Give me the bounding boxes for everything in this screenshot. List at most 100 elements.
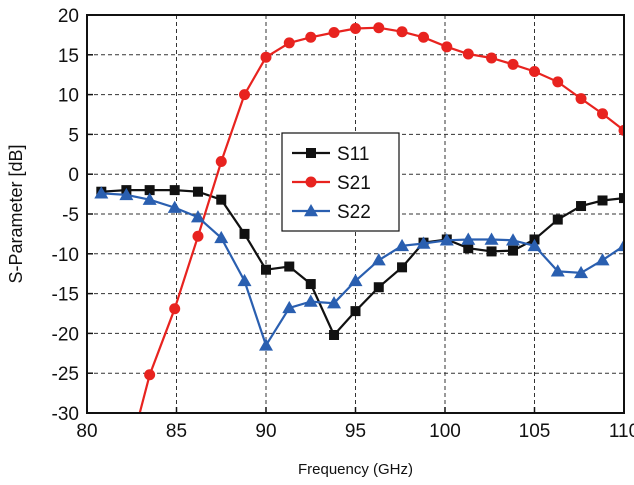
legend-item-s11: S11 xyxy=(292,144,369,165)
data-point-s11 xyxy=(144,185,155,196)
data-point-s21 xyxy=(260,51,272,63)
x-tick-label: 80 xyxy=(76,421,97,442)
x-tick-label: 85 xyxy=(166,421,187,442)
data-point-s21 xyxy=(328,27,340,39)
y-tick-label: -5 xyxy=(62,205,79,226)
y-axis-title: S-Parameter [dB] xyxy=(6,144,26,283)
data-point-s21 xyxy=(192,230,204,242)
data-point-s21 xyxy=(373,22,385,34)
data-point-s21 xyxy=(350,23,361,35)
data-point-s11 xyxy=(486,246,497,257)
x-tick-label: 110 xyxy=(609,421,634,442)
data-point-s11 xyxy=(169,185,180,196)
data-point-s22 xyxy=(484,232,499,245)
x-tick-label: 105 xyxy=(519,421,551,442)
legend-marker-s11 xyxy=(306,148,316,158)
data-point-s11 xyxy=(329,329,340,340)
data-point-s22 xyxy=(574,265,589,279)
data-point-s21 xyxy=(507,58,519,70)
y-tick-label: 0 xyxy=(68,165,79,186)
y-tick-label: -10 xyxy=(52,245,79,266)
y-tick-label: 5 xyxy=(68,125,79,146)
data-point-s21 xyxy=(441,41,453,53)
data-point-s21 xyxy=(305,31,317,43)
legend-label-s11: S11 xyxy=(337,144,369,165)
data-point-s22 xyxy=(439,233,454,246)
data-point-s11 xyxy=(552,214,563,225)
y-tick-label: 20 xyxy=(58,6,79,27)
y-tick-label: -25 xyxy=(52,364,79,385)
data-point-s11 xyxy=(261,264,271,275)
legend-marker-s22 xyxy=(304,204,318,217)
series-s22 xyxy=(94,186,624,351)
legend: S11 S21 S22 xyxy=(281,132,400,232)
data-point-s21 xyxy=(618,124,624,136)
data-point-s22 xyxy=(94,186,109,199)
axis-titles: Frequency (GHz) S-Parameter [dB] xyxy=(6,144,413,478)
data-point-s22 xyxy=(237,273,252,287)
data-point-s22 xyxy=(327,296,342,309)
data-point-s21 xyxy=(396,26,408,38)
data-point-s21 xyxy=(283,37,295,49)
data-point-s22 xyxy=(142,192,157,205)
legend-marker-s21 xyxy=(305,176,317,188)
data-point-s22 xyxy=(214,230,229,244)
data-point-s22 xyxy=(461,232,476,245)
data-point-s22 xyxy=(119,187,134,201)
data-point-s11 xyxy=(576,201,587,212)
data-point-s21 xyxy=(529,66,540,78)
data-point-s11 xyxy=(463,243,474,254)
y-tick-label: -30 xyxy=(52,404,79,425)
series-group xyxy=(94,22,624,413)
data-point-s11 xyxy=(239,228,250,239)
x-axis-title: Frequency (GHz) xyxy=(298,461,413,478)
x-tick-label: 90 xyxy=(255,421,276,442)
legend-item-s22: S22 xyxy=(292,202,371,223)
data-point-s21 xyxy=(239,89,251,101)
data-point-s11 xyxy=(305,279,316,290)
data-point-s21 xyxy=(552,76,564,88)
data-point-s22 xyxy=(395,238,410,252)
series-s21 xyxy=(138,22,624,413)
data-point-s11 xyxy=(397,262,408,273)
legend-label-s22: S22 xyxy=(337,202,371,223)
data-point-s11 xyxy=(284,261,295,272)
data-point-s11 xyxy=(216,194,227,205)
x-tick-label: 95 xyxy=(345,421,366,442)
data-point-s22 xyxy=(303,294,318,307)
data-point-s11 xyxy=(350,306,361,317)
data-point-s22 xyxy=(550,264,565,277)
legend-item-s21: S21 xyxy=(292,173,371,194)
data-point-s22 xyxy=(282,300,297,314)
data-point-s11 xyxy=(597,195,608,206)
data-point-s11 xyxy=(192,186,203,197)
data-point-s22 xyxy=(259,338,273,351)
data-point-s21 xyxy=(169,303,181,315)
data-point-s11 xyxy=(508,245,519,256)
axis-ticks: 80 85 90 95 100 105 11020151050-5-10-15-20-25-… xyxy=(52,6,634,442)
legend-label-s21: S21 xyxy=(337,173,371,194)
data-point-s22 xyxy=(617,238,624,252)
data-point-s22 xyxy=(167,200,182,213)
y-tick-label: 10 xyxy=(58,86,79,107)
data-point-s22 xyxy=(416,236,431,249)
y-tick-label: -15 xyxy=(52,285,79,306)
x-tick-label: 100 xyxy=(429,421,461,442)
data-point-s22 xyxy=(527,238,542,252)
data-point-s11 xyxy=(373,282,384,293)
data-point-s22 xyxy=(371,253,386,266)
data-point-s11 xyxy=(619,193,624,204)
y-tick-label: -20 xyxy=(52,324,79,345)
data-point-s21 xyxy=(418,31,430,43)
data-point-s21 xyxy=(575,93,587,105)
data-point-s21 xyxy=(144,369,156,381)
data-point-s21 xyxy=(486,52,498,64)
data-point-s21 xyxy=(215,155,227,167)
data-point-s22 xyxy=(595,253,610,266)
y-tick-label: 15 xyxy=(58,46,79,67)
data-point-s21 xyxy=(462,48,474,60)
data-point-s22 xyxy=(348,273,363,287)
data-point-s21 xyxy=(597,108,609,120)
data-point-s22 xyxy=(506,233,521,246)
